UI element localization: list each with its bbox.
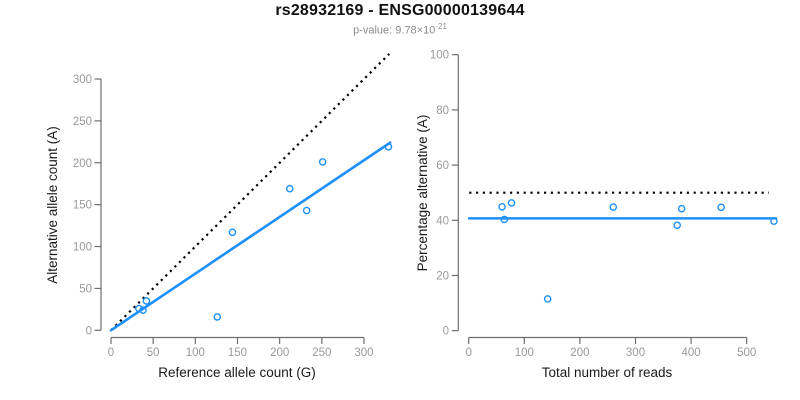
x-tick-label: 100 [515, 347, 534, 359]
data-point [139, 306, 147, 314]
y-tick-label: 300 [73, 74, 92, 86]
x-tick-label: 200 [270, 347, 289, 359]
y-tick-label: 250 [73, 116, 92, 128]
x-tick-label: 500 [737, 347, 756, 359]
data-point [213, 313, 222, 321]
data-point [228, 228, 237, 237]
y-tick-label: 100 [430, 50, 449, 62]
y-tick-label: 50 [79, 283, 92, 295]
right-panel: 0 20 40 60 80 100 0 100 200 300 400 500 Total number… [415, 50, 778, 380]
left-panel: 0 50 100 150 200 250 300 0 50 100 150 200 250 300 Refe… [45, 53, 393, 380]
x-tick-label: 250 [312, 347, 331, 359]
identity-dotted-line [110, 53, 391, 332]
x-tick-label: 300 [626, 347, 645, 359]
data-point [285, 184, 294, 193]
y-tick-label: 0 [443, 326, 449, 338]
data-point [498, 202, 506, 211]
x-tick-label: 200 [570, 347, 589, 359]
y-tick-label: 0 [86, 325, 92, 337]
pvalue-exponent: -21 [435, 22, 447, 31]
data-point [717, 203, 725, 212]
data-point [677, 204, 686, 213]
y-tick-label: 60 [436, 160, 449, 172]
data-point [500, 215, 509, 224]
data-point [302, 206, 311, 215]
x-tick-label: 100 [186, 347, 205, 359]
x-tick-label: 400 [682, 347, 701, 359]
regression-line [109, 141, 392, 332]
y-tick-label: 40 [436, 215, 449, 227]
y-axis-title: Percentage alternative (A) [415, 115, 430, 272]
y-tick-label: 20 [436, 271, 449, 283]
x-axis-title: Total number of reads [542, 365, 673, 380]
y-tick-label: 100 [73, 242, 92, 254]
data-point [543, 295, 552, 303]
pvalue-text: p-value: 9.78×10 [353, 24, 436, 37]
x-tick-label: 150 [228, 347, 247, 359]
x-axis-title: Reference allele count (G) [158, 365, 316, 380]
data-point [135, 304, 143, 313]
y-axis-title: Alternative allele count (A) [45, 126, 60, 284]
chart-subtitle: p-value: 9.78×10-21 [0, 22, 800, 37]
data-point [142, 297, 151, 305]
data-point [673, 221, 682, 230]
data-point [770, 217, 778, 225]
y-tick-label: 200 [73, 158, 92, 170]
data-point [318, 158, 327, 166]
chart-title: rs28932169 - ENSG00000139644 [275, 2, 525, 19]
data-point [507, 199, 516, 207]
x-tick-label: 0 [108, 347, 114, 359]
x-tick-label: 50 [147, 347, 160, 359]
data-point [609, 203, 618, 211]
data-point [384, 143, 393, 151]
y-tick-label: 80 [436, 105, 449, 117]
y-tick-label: 150 [73, 200, 92, 212]
x-tick-label: 300 [354, 347, 373, 359]
x-tick-label: 0 [465, 347, 471, 359]
